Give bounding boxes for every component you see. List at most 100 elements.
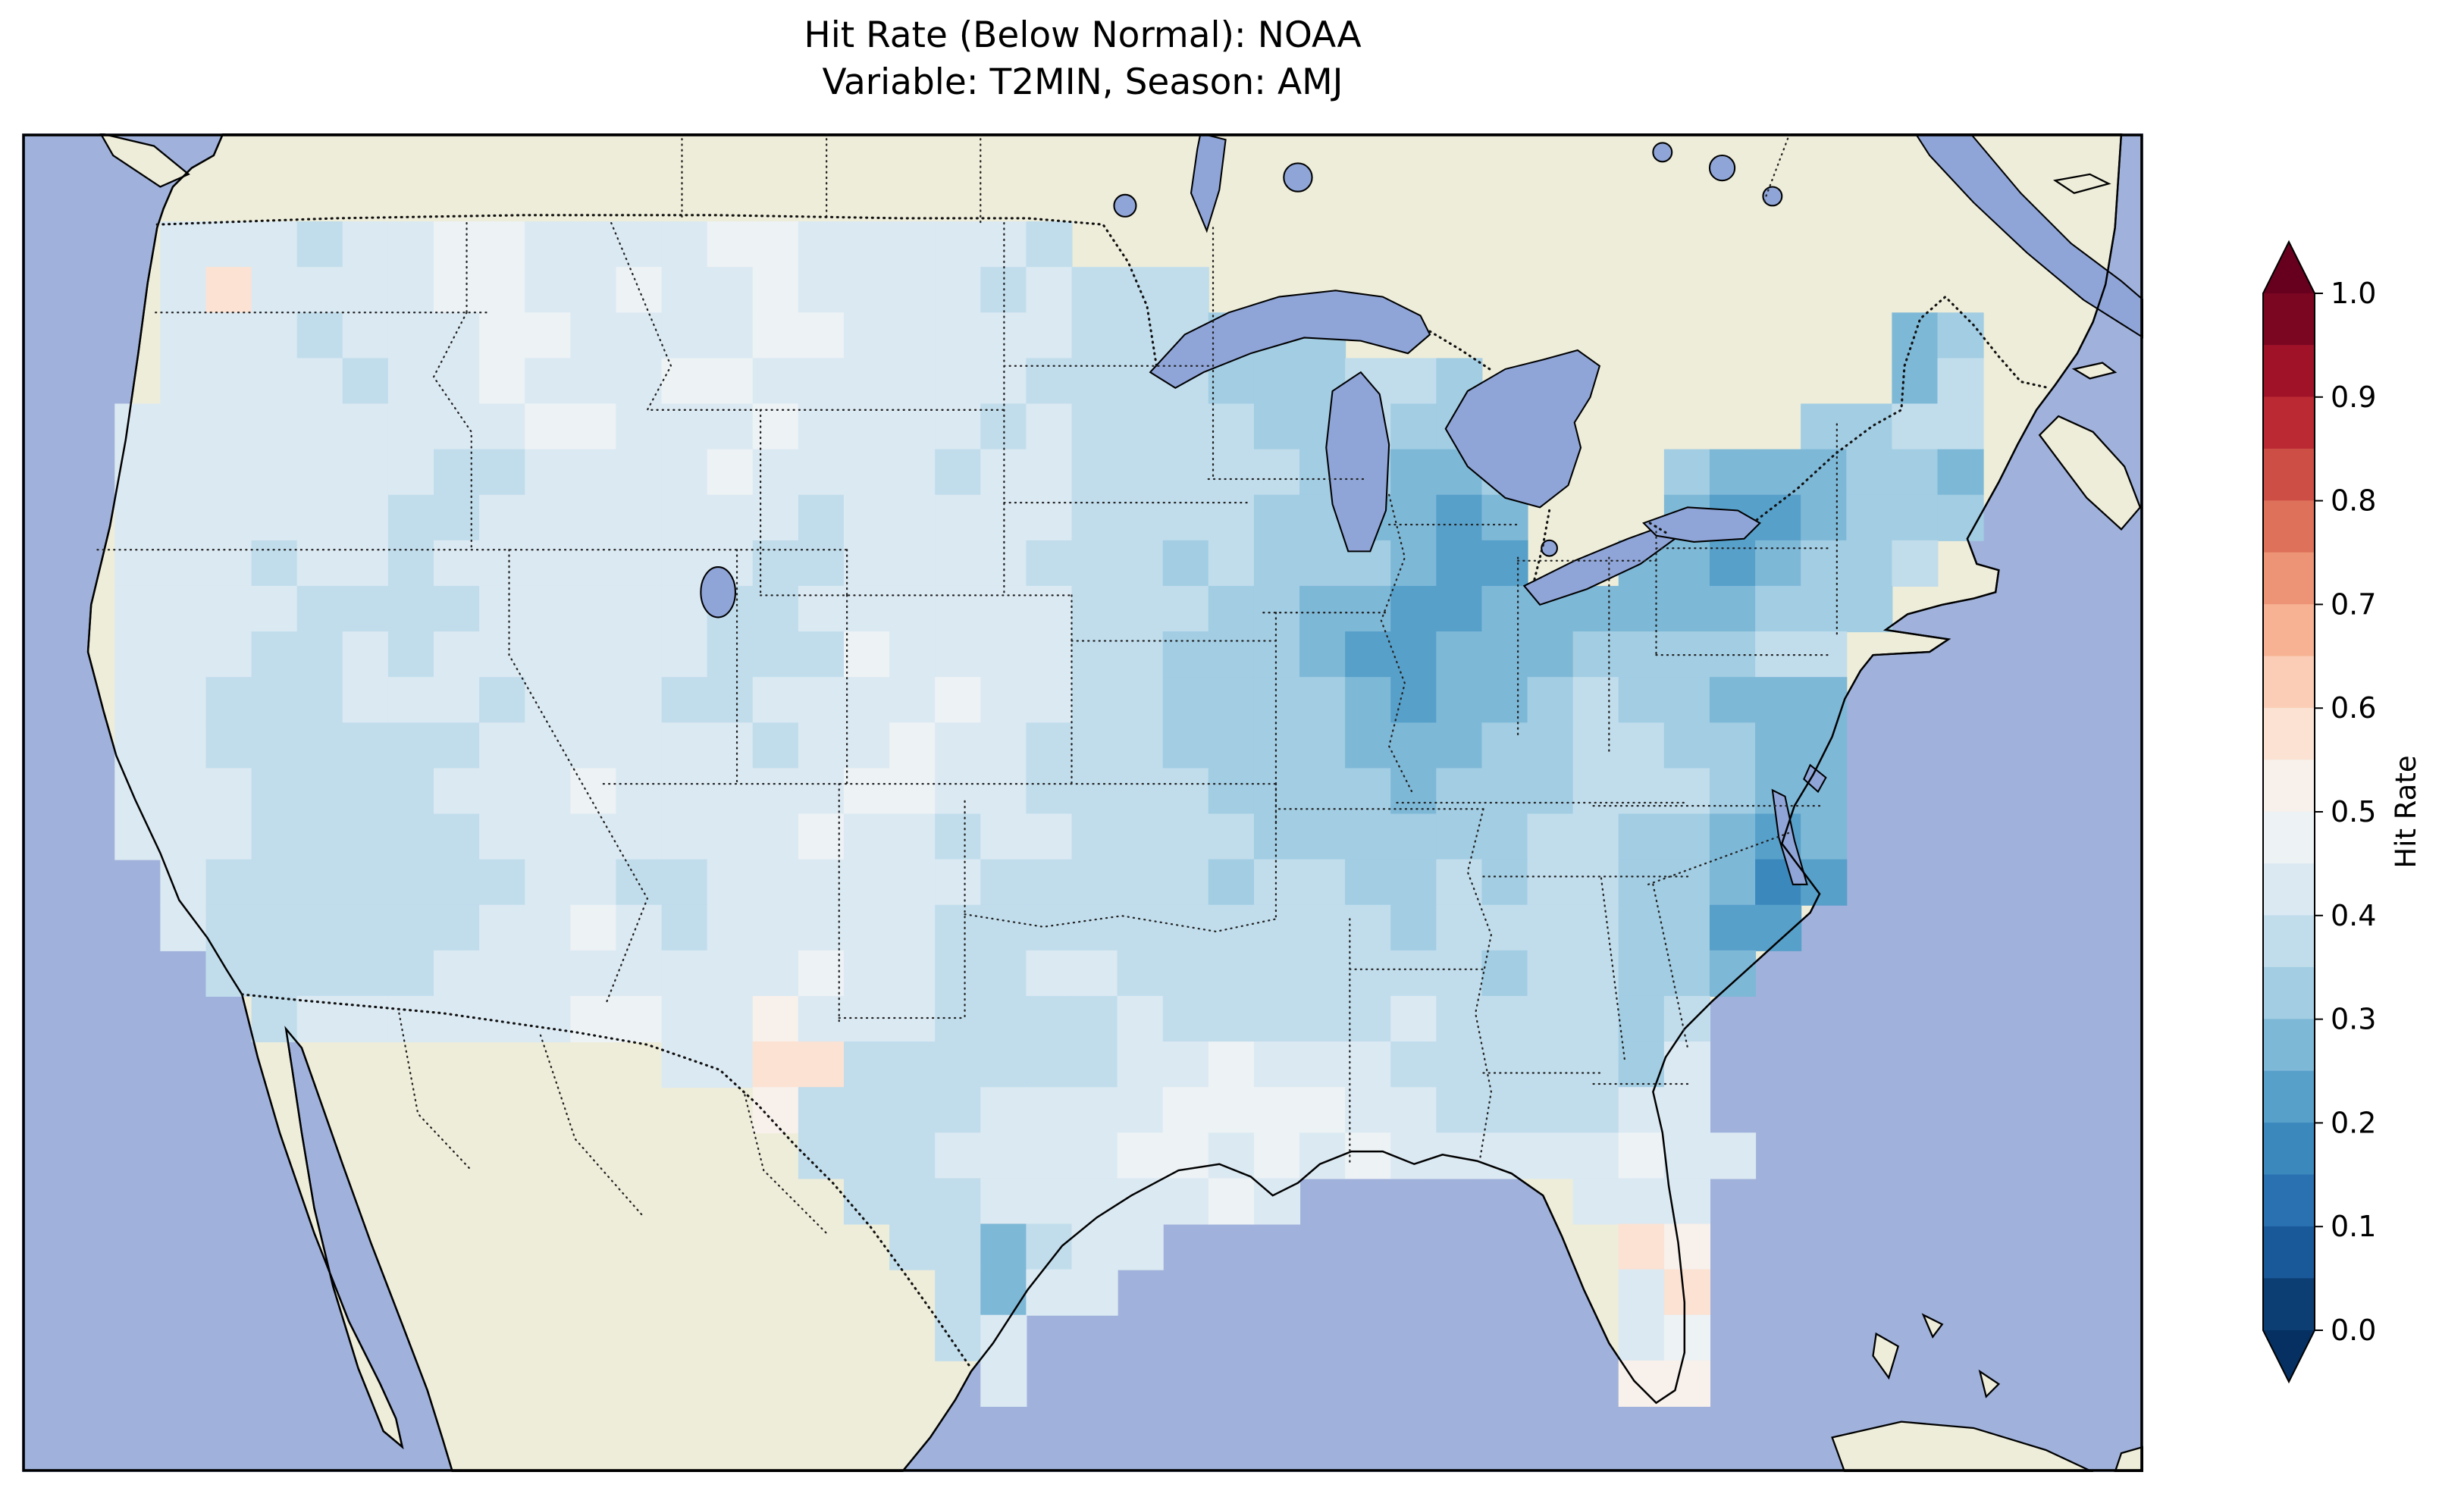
grid-cell — [661, 358, 708, 405]
title-line-1: Hit Rate (Below Normal): NOAA — [804, 14, 1362, 56]
grid-cell — [1299, 722, 1346, 769]
grid-cell — [1436, 1132, 1483, 1179]
colorbar-segment — [2263, 1174, 2315, 1227]
grid-cell — [707, 312, 754, 359]
grid-cell — [1572, 1178, 1619, 1225]
grid-cell — [434, 950, 481, 997]
colorbar: 1.0 0.9 0.8 0.7 0.6 0.5 0.4 0.3 0.2 0.1 0.0 Hit Ra… — [2262, 240, 2422, 1384]
grid-cell — [1709, 950, 1757, 997]
grid-cell — [1390, 813, 1437, 860]
grid-cell — [1345, 677, 1392, 724]
grid-cell — [1162, 677, 1209, 724]
grid-cell — [1162, 722, 1209, 769]
grid-cell — [342, 904, 389, 951]
quebec-reservoir-2 — [1762, 186, 1783, 207]
grid-cell — [387, 540, 435, 587]
quebec-reservoir-1 — [1708, 154, 1736, 182]
grid-cell — [1436, 585, 1483, 633]
grid-cell — [1071, 904, 1118, 951]
grid-cell — [479, 312, 526, 359]
grid-cell — [1117, 540, 1164, 587]
grid-cell — [1390, 1132, 1437, 1179]
grid-cell — [1572, 1087, 1619, 1134]
grid-cell — [114, 585, 161, 633]
grid-cell — [980, 585, 1027, 633]
grid-cell — [935, 904, 982, 951]
grid-cell — [1436, 859, 1483, 906]
colorbar-over-arrow — [2263, 242, 2315, 293]
grid-cell — [935, 221, 982, 268]
grid-cell — [843, 221, 891, 268]
grid-cell — [843, 904, 891, 951]
grid-cell — [387, 904, 435, 951]
grid-cell — [1117, 449, 1164, 496]
grid-cell — [752, 950, 799, 997]
grid-cell — [1801, 449, 1848, 496]
grid-cell — [616, 768, 663, 815]
grid-cell — [160, 813, 207, 860]
grid-cell — [570, 267, 617, 314]
grid-cell — [1071, 859, 1118, 906]
grid-cell — [296, 677, 343, 724]
grid-cell — [1299, 768, 1346, 815]
grid-cell — [616, 585, 663, 633]
grid-cell — [296, 631, 343, 678]
grid-cell — [1071, 312, 1118, 359]
grid-cell — [251, 631, 298, 678]
grid-cell — [1071, 358, 1118, 405]
grid-cell — [1026, 631, 1073, 678]
grid-cell — [1162, 267, 1209, 314]
grid-cell — [1801, 631, 1848, 678]
grid-cell — [1618, 904, 1665, 951]
grid-cell — [1527, 859, 1574, 906]
grid-cell — [479, 540, 526, 587]
grid-cell — [160, 631, 207, 678]
grid-cell — [570, 221, 617, 268]
grid-cell — [1026, 540, 1073, 587]
grid-cell — [251, 494, 298, 541]
grid-cell — [1026, 904, 1073, 951]
grid-cell — [205, 631, 252, 678]
grid-cell — [479, 221, 526, 268]
grid-cell — [342, 859, 389, 906]
grid-cell — [1846, 585, 1893, 633]
grid-cell — [843, 995, 891, 1043]
grid-cell — [251, 403, 298, 450]
grid-cell — [1162, 1087, 1209, 1134]
grid-cell — [1436, 950, 1483, 997]
grid-cell — [1026, 449, 1073, 496]
colorbar-tick-label: 0.3 — [2331, 1003, 2376, 1036]
grid-cell — [342, 950, 389, 997]
grid-cell — [798, 631, 845, 678]
grid-cell — [434, 221, 481, 268]
grid-cell — [752, 494, 799, 541]
grid-cell — [525, 722, 572, 769]
grid-cell — [114, 540, 161, 587]
grid-cell — [661, 631, 708, 678]
grid-cell — [1026, 950, 1073, 997]
vancouver-island — [99, 133, 190, 188]
grid-cell — [1208, 1041, 1255, 1088]
grid-cell — [1937, 403, 1984, 450]
grid-cell — [434, 813, 481, 860]
grid-cell — [1709, 585, 1757, 633]
grid-cell — [843, 859, 891, 906]
grid-cell — [889, 312, 936, 359]
grid-cell — [387, 449, 435, 496]
grid-cell — [798, 494, 845, 541]
colorbar-tick-label: 1.0 — [2331, 277, 2376, 310]
grid-cell — [1071, 267, 1118, 314]
grid-cell — [1481, 904, 1528, 951]
grid-cell — [980, 358, 1027, 405]
grid-cell — [387, 859, 435, 906]
grid-cell — [434, 585, 481, 633]
grid-cell — [205, 859, 252, 906]
grid-cell — [1026, 859, 1073, 906]
grid-cell — [935, 1314, 982, 1361]
grid-cell — [1663, 449, 1711, 496]
grid-cell — [1117, 859, 1164, 906]
grid-cell — [980, 1314, 1027, 1361]
colorbar-segment — [2263, 915, 2315, 968]
grid-cell — [843, 722, 891, 769]
grid-cell — [296, 540, 343, 587]
